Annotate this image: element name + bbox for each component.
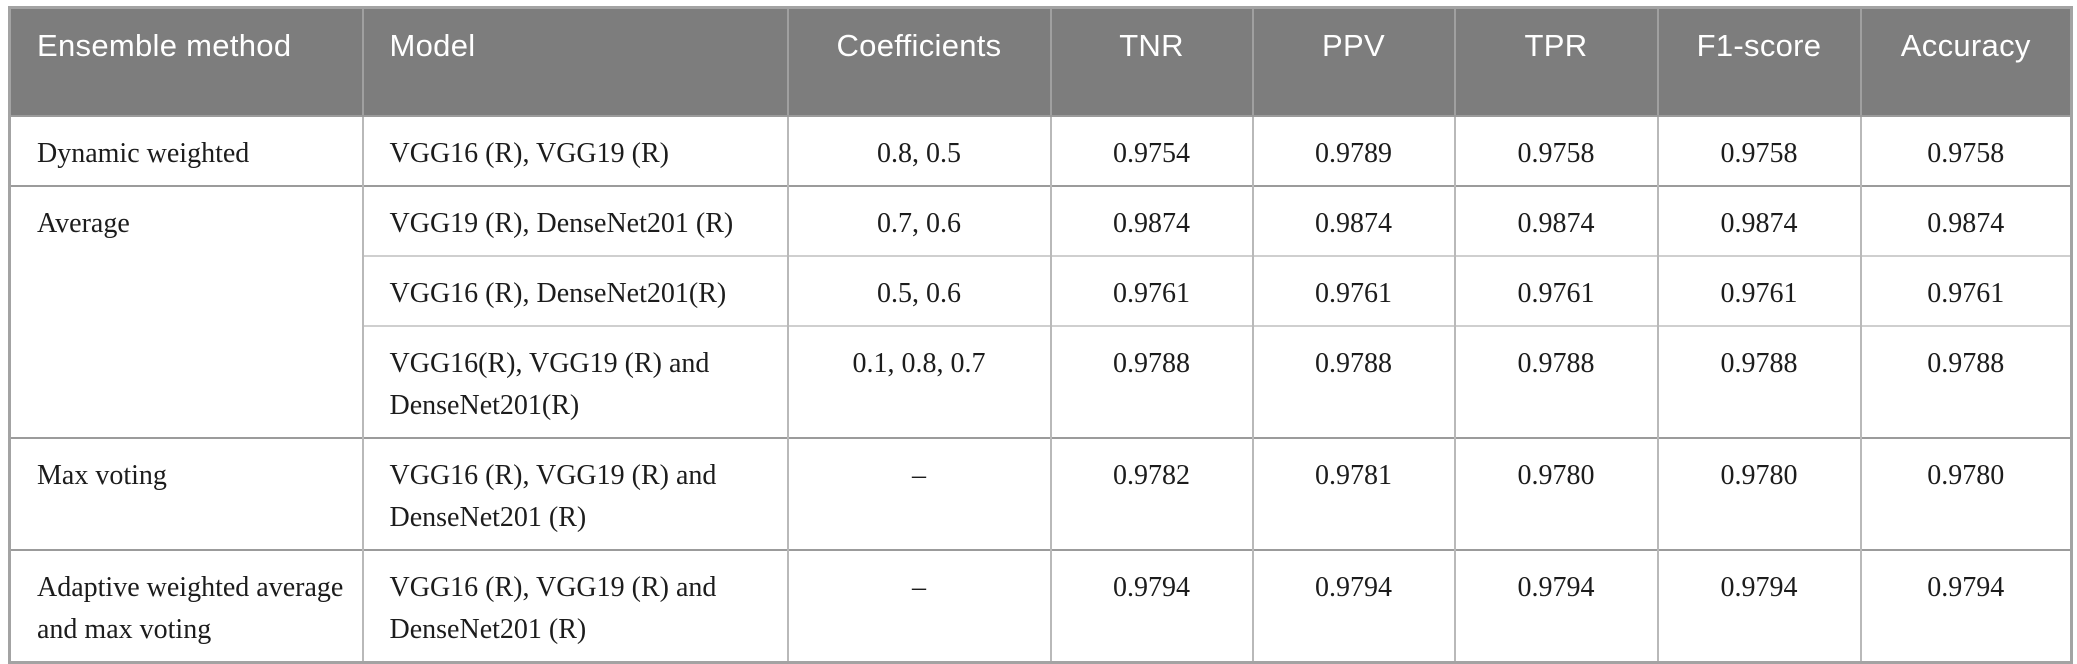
cell-ppv: 0.9794 [1251, 548, 1455, 662]
cell-model: VGG16 (R), VGG19 (R) and DenseNet201 (R) [361, 548, 788, 662]
cell-model: VGG16 (R), DenseNet201(R) [361, 254, 788, 326]
cell-f1-score: 0.9758 [1656, 114, 1861, 186]
cell-accuracy: 0.9788 [1859, 324, 2072, 438]
cell-f1-score: 0.9761 [1656, 254, 1861, 326]
table-row-max-voting: Max voting VGG16 (R), VGG19 (R) and Dens… [9, 436, 2072, 550]
table-row-dynamic-weighted: Dynamic weighted VGG16 (R), VGG19 (R) 0.… [9, 114, 2072, 186]
table-header: Ensemble method Model Coefficients TNR P… [9, 7, 2072, 117]
table-row-average-1: Average VGG19 (R), DenseNet201 (R) 0.7, … [9, 184, 2072, 438]
cell-f1-score: 0.9874 [1656, 184, 1861, 256]
column-header-coefficients: Coefficients [786, 7, 1051, 117]
cell-accuracy: 0.9761 [1859, 254, 2072, 326]
cell-coefficients: 0.5, 0.6 [786, 254, 1051, 326]
table-row-average-2: VGG16 (R), DenseNet201(R) 0.5, 0.6 0.976… [10, 254, 2072, 326]
cell-f1-score: 0.9780 [1656, 436, 1861, 550]
cell-coefficients: – [786, 548, 1051, 662]
cell-tnr: 0.9761 [1049, 254, 1253, 326]
cell-model: VGG19 (R), DenseNet201 (R) [361, 184, 788, 256]
cell-coefficients: 0.1, 0.8, 0.7 [786, 324, 1051, 438]
cell-method: Max voting [9, 436, 363, 550]
cell-coefficients: – [786, 436, 1051, 550]
cell-tpr: 0.9874 [1453, 184, 1658, 256]
cell-accuracy: 0.9758 [1859, 114, 2072, 186]
cell-ppv: 0.9789 [1251, 114, 1455, 186]
cell-tnr: 0.9794 [1049, 548, 1253, 662]
cell-accuracy: 0.9780 [1859, 436, 2072, 550]
cell-ppv: 0.9781 [1251, 436, 1455, 550]
header-row: Ensemble method Model Coefficients TNR P… [9, 7, 2072, 117]
cell-tnr: 0.9754 [1049, 114, 1253, 186]
paper-table-page: Ensemble method Model Coefficients TNR P… [8, 6, 2073, 664]
cell-ppv: 0.9874 [1251, 184, 1455, 256]
cell-tpr: 0.9788 [1453, 324, 1658, 438]
column-header-accuracy: Accuracy [1859, 7, 2072, 117]
table-body: Dynamic weighted VGG16 (R), VGG19 (R) 0.… [9, 114, 2072, 662]
cell-ppv: 0.9761 [1251, 254, 1455, 326]
ensemble-results-table: Ensemble method Model Coefficients TNR P… [8, 6, 2073, 664]
cell-coefficients: 0.8, 0.5 [786, 114, 1051, 186]
cell-f1-score: 0.9788 [1656, 324, 1861, 438]
column-header-ensemble-method: Ensemble method [9, 7, 363, 117]
cell-tnr: 0.9874 [1049, 184, 1253, 256]
column-header-model: Model [361, 7, 788, 117]
cell-model: VGG16 (R), VGG19 (R) [361, 114, 788, 186]
table-row-average-3: VGG16(R), VGG19 (R) and DenseNet201(R) 0… [10, 324, 2072, 438]
cell-ppv: 0.9788 [1251, 324, 1455, 438]
column-header-tpr: TPR [1453, 7, 1658, 117]
cell-f1-score: 0.9794 [1656, 548, 1861, 662]
cell-tpr: 0.9758 [1453, 114, 1658, 186]
cell-method: Dynamic weighted [9, 114, 363, 186]
column-header-f1-score: F1-score [1656, 7, 1861, 117]
cell-model: VGG16(R), VGG19 (R) and DenseNet201(R) [361, 324, 788, 438]
cell-accuracy: 0.9794 [1859, 548, 2072, 662]
cell-accuracy: 0.9874 [1859, 184, 2072, 256]
cell-coefficients: 0.7, 0.6 [786, 184, 1051, 256]
table-row-adaptive-weighted: Adaptive weighted average and max voting… [9, 548, 2072, 662]
cell-method: Adaptive weighted average and max voting [9, 548, 363, 662]
cell-tnr: 0.9782 [1049, 436, 1253, 550]
cell-tpr: 0.9794 [1453, 548, 1658, 662]
cell-tpr: 0.9780 [1453, 436, 1658, 550]
column-header-tnr: TNR [1049, 7, 1253, 117]
column-header-ppv: PPV [1251, 7, 1455, 117]
cell-tpr: 0.9761 [1453, 254, 1658, 326]
cell-method: Average [9, 184, 363, 438]
cell-model: VGG16 (R), VGG19 (R) and DenseNet201 (R) [361, 436, 788, 550]
cell-tnr: 0.9788 [1049, 324, 1253, 438]
